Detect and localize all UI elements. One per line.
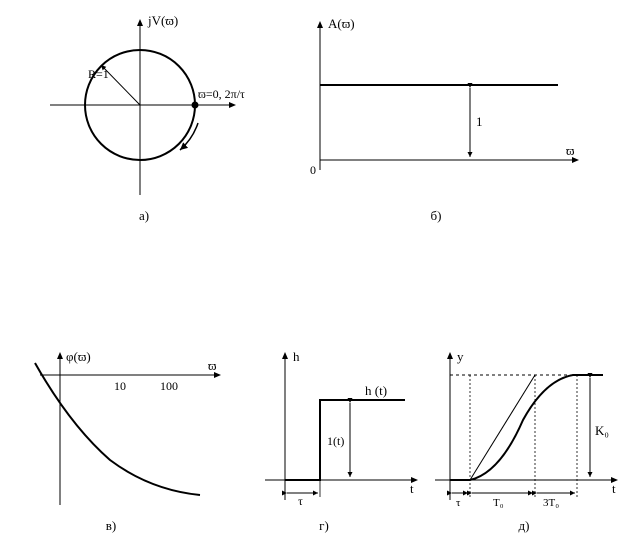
x-axis-label: ϖ bbox=[208, 358, 217, 373]
radius-label: R=1 bbox=[88, 67, 109, 81]
start-point bbox=[192, 102, 199, 109]
s-curve bbox=[450, 375, 603, 480]
x-axis-label: t bbox=[612, 481, 616, 496]
k0-label: K₀ bbox=[595, 423, 609, 438]
y-axis-label: φ(ϖ) bbox=[66, 349, 91, 364]
panel-g: h t h (t) 1(t) τ bbox=[235, 345, 425, 510]
curve-label: h (t) bbox=[365, 383, 387, 398]
t0-label: T₀ bbox=[493, 497, 504, 509]
tick-100: 100 bbox=[160, 379, 178, 393]
x-axis-label: ϖ bbox=[566, 143, 575, 158]
one-label: 1(t) bbox=[327, 434, 344, 448]
3t0-label: 3T₀ bbox=[543, 497, 559, 509]
tangent-line bbox=[470, 375, 535, 480]
y-axis-label: A(ϖ) bbox=[328, 16, 355, 31]
panel-b-caption: б) bbox=[426, 208, 446, 224]
x-axis-label: ϖ=0, 2π/τ bbox=[198, 87, 245, 101]
panel-b: 1 A(ϖ) ϖ 0 bbox=[300, 10, 590, 205]
tau-label: τ bbox=[456, 497, 461, 509]
panel-a: jV(ϖ) ϖ=0, 2π/τ R=1 bbox=[40, 10, 250, 205]
panel-d-caption: д) bbox=[514, 518, 534, 534]
panel-d: y t K₀ τ T₀ 3T₀ bbox=[425, 345, 625, 510]
panel-a-caption: а) bbox=[134, 208, 154, 224]
panel-v-caption: в) bbox=[101, 518, 121, 534]
direction-arrow bbox=[180, 123, 198, 150]
tick-10: 10 bbox=[114, 379, 126, 393]
panel-g-caption: г) bbox=[314, 518, 334, 534]
x-axis-label: t bbox=[410, 481, 414, 496]
dim-one-label: 1 bbox=[476, 114, 483, 129]
y-axis-label: h bbox=[293, 349, 300, 364]
panel-v: φ(ϖ) ϖ 10 100 bbox=[30, 345, 230, 510]
y-axis-label: jV(ϖ) bbox=[147, 13, 178, 28]
figure-canvas: jV(ϖ) ϖ=0, 2π/τ R=1 а) 1 A(ϖ) ϖ 0 б) φ(ϖ… bbox=[0, 0, 626, 546]
origin-label: 0 bbox=[310, 163, 316, 177]
step-curve bbox=[285, 400, 405, 480]
y-axis-label: y bbox=[457, 349, 464, 364]
tau-label: τ bbox=[298, 494, 303, 508]
